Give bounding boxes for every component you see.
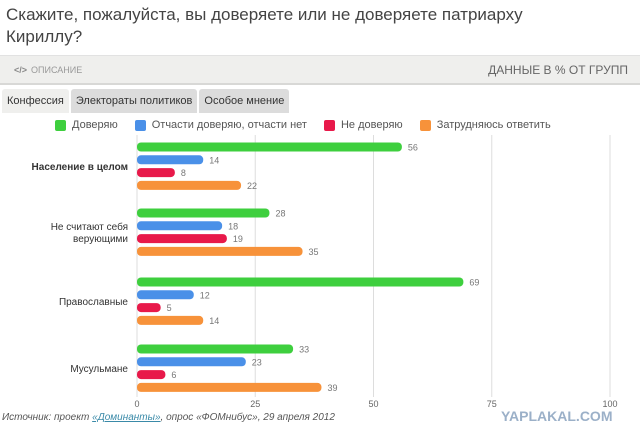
legend-swatch bbox=[55, 119, 66, 131]
legend-label: Отчасти доверяю, отчасти нет bbox=[151, 119, 307, 131]
legend-label: Доверяю bbox=[72, 119, 118, 131]
data-label: 33 bbox=[299, 345, 309, 355]
page-title: Скажите, пожалуйста, вы доверяете или не… bbox=[6, 5, 523, 46]
tab-confession[interactable]: Конфессия bbox=[2, 89, 69, 113]
data-label: 39 bbox=[327, 383, 337, 393]
data-label: 69 bbox=[469, 278, 479, 288]
source-link[interactable]: «Доминанты» bbox=[92, 412, 161, 423]
data-label: 28 bbox=[275, 209, 285, 219]
data-label: 19 bbox=[233, 234, 243, 244]
category-label: Население в целом bbox=[32, 162, 128, 173]
legend-label: Не доверяю bbox=[340, 119, 403, 131]
bar bbox=[137, 315, 204, 325]
legend-swatch bbox=[134, 119, 146, 131]
source-prefix: Источник: проект bbox=[2, 412, 93, 423]
data-label: 18 bbox=[228, 221, 238, 231]
tab-bar: Конфессия Электораты политиков Особое мн… bbox=[2, 89, 290, 113]
data-label: 35 bbox=[309, 247, 319, 257]
legend-swatch bbox=[323, 119, 335, 131]
legend-item[interactable]: Отчасти доверяю, отчасти нет bbox=[134, 119, 307, 131]
legend-item[interactable]: Не доверяю bbox=[323, 119, 403, 131]
chart-header: </> ОПИСАНИЕ ДАННЫЕ В % ОТ ГРУПП bbox=[0, 55, 640, 85]
description-toggle[interactable]: </> ОПИСАНИЕ bbox=[14, 65, 82, 75]
x-tick-label: 50 bbox=[368, 399, 378, 409]
data-label: 6 bbox=[171, 370, 176, 380]
x-tick-label: 0 bbox=[134, 399, 139, 409]
x-tick-label: 100 bbox=[602, 399, 617, 409]
description-label: ОПИСАНИЕ bbox=[31, 65, 83, 75]
bar bbox=[137, 303, 161, 313]
data-label: 5 bbox=[167, 303, 172, 313]
bar bbox=[137, 234, 227, 244]
bar bbox=[137, 382, 322, 392]
bar bbox=[137, 277, 464, 287]
bar bbox=[137, 357, 246, 367]
data-label: 23 bbox=[252, 357, 262, 367]
legend-label: Затрудняюсь ответить bbox=[436, 119, 551, 131]
legend-item[interactable]: Доверяю bbox=[55, 119, 118, 131]
bar bbox=[137, 155, 204, 165]
bar bbox=[137, 221, 223, 231]
legend-item[interactable]: Затрудняюсь ответить bbox=[419, 119, 551, 131]
data-label: 8 bbox=[181, 168, 186, 178]
tab-special-opinion[interactable]: Особое мнение bbox=[199, 89, 290, 113]
data-label: 14 bbox=[209, 155, 219, 165]
category-label: Православные bbox=[59, 297, 128, 308]
code-icon: </> bbox=[14, 65, 28, 75]
bar bbox=[137, 180, 242, 190]
data-label: 14 bbox=[209, 316, 219, 326]
bar bbox=[137, 246, 303, 256]
category-label: верующими bbox=[73, 234, 128, 245]
bar bbox=[137, 344, 294, 354]
tab-electorates[interactable]: Электораты политиков bbox=[70, 89, 198, 113]
bar bbox=[137, 142, 402, 152]
x-tick-label: 75 bbox=[487, 399, 497, 409]
units-label: ДАННЫЕ В % ОТ ГРУПП bbox=[488, 63, 628, 77]
data-label: 12 bbox=[200, 290, 210, 300]
bar bbox=[137, 208, 270, 218]
category-label: Мусульмане bbox=[70, 364, 128, 375]
bar bbox=[137, 290, 194, 300]
source-suffix: , опрос «ФОМнибус», 29 апреля 2012 bbox=[160, 412, 335, 423]
data-label: 22 bbox=[247, 181, 257, 191]
bar bbox=[137, 370, 166, 380]
category-label: Не считают себя bbox=[51, 221, 128, 233]
bar bbox=[137, 168, 175, 178]
x-tick-label: 25 bbox=[250, 399, 260, 409]
watermark: YAPLAKAL.COM bbox=[501, 408, 613, 424]
chart-legend: Доверяю Отчасти доверяю, отчасти нет Не до… bbox=[55, 119, 568, 131]
source-note: Источник: проект «Доминанты», опрос «ФОМ… bbox=[2, 412, 335, 423]
data-label: 56 bbox=[408, 143, 418, 153]
legend-swatch bbox=[419, 119, 431, 131]
